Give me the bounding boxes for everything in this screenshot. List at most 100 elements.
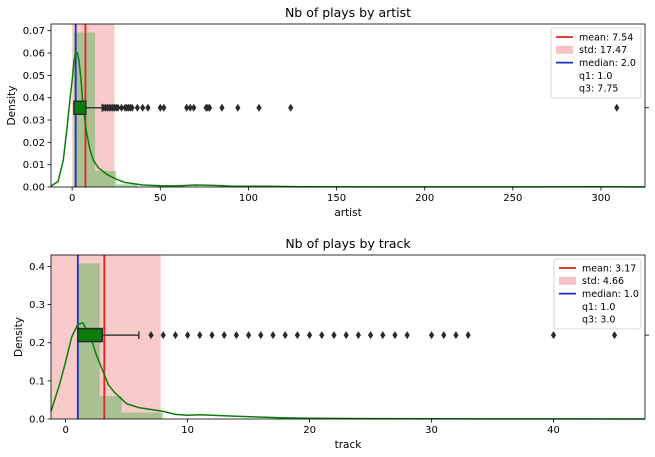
- y-tick-label: 0.2: [29, 338, 45, 349]
- outlier-point-4: [185, 331, 191, 340]
- y-tick-label: 0.07: [23, 26, 45, 37]
- x-tick-label: 30: [425, 425, 438, 436]
- outlier-point-26: [465, 331, 471, 340]
- kde-curve: [50, 322, 646, 420]
- outlier-point-17: [343, 331, 349, 340]
- outlier-point-21: [184, 103, 190, 112]
- outlier-point-22: [187, 103, 193, 112]
- x-tick-label: 100: [239, 193, 258, 204]
- plot-frame: [50, 254, 646, 420]
- outlier-point-3: [172, 331, 179, 340]
- outlier-point-19: [157, 103, 163, 112]
- legend-entry: q3: 7.75: [579, 84, 618, 95]
- outlier-point-10: [258, 331, 264, 340]
- outlier-point-25: [453, 331, 459, 340]
- legend-box: [553, 258, 642, 330]
- plot-frame: [50, 23, 646, 188]
- chart-title: Nb of plays by track: [285, 236, 411, 251]
- box-iqr: [77, 327, 103, 343]
- hist-bar-3: [116, 184, 138, 187]
- outlier-point-14: [306, 331, 313, 340]
- y-tick-label: 0.4: [29, 262, 45, 273]
- chart-panel-2: 0 10 20 30 40 0.0 0.1 0.2 0.3 0.4 Nb of plays by t…: [13, 236, 649, 451]
- x-tick-label: 300: [591, 193, 610, 204]
- y-tick-label: 0.05: [23, 71, 45, 82]
- x-tick-label: 200: [415, 193, 434, 204]
- outlier-point-11: [270, 331, 276, 340]
- outlier-point-18: [145, 103, 151, 112]
- y-tick-label: 0.02: [23, 138, 45, 149]
- outlier-point-19: [367, 331, 374, 340]
- outlier-point-9: [115, 103, 121, 112]
- outlier-point-15: [129, 103, 135, 112]
- kde-curve: [50, 50, 646, 188]
- outlier-point-2: [160, 331, 166, 340]
- y-tick-label: 0.06: [23, 49, 45, 60]
- legend-entry: q1: 1.0: [579, 71, 612, 82]
- legend-entry: median: 2.0: [579, 58, 636, 69]
- legend-entry: std: 4.66: [582, 276, 624, 287]
- outlier-point-16: [331, 331, 337, 340]
- x-tick-label: 40: [547, 425, 560, 436]
- outlier-point-15: [319, 331, 325, 340]
- outlier-point-20: [161, 103, 167, 112]
- y-tick-label: 0.03: [23, 116, 45, 127]
- x-axis-label: artist: [334, 207, 361, 219]
- outlier-point-28: [235, 103, 241, 112]
- chart-title: Nb of plays by artist: [285, 5, 411, 20]
- legend-entry: median: 1.0: [582, 289, 639, 300]
- legend-entry: q1: 1.0: [582, 302, 615, 313]
- y-axis-label: Density: [6, 86, 18, 126]
- std-band: [51, 255, 161, 419]
- outlier-point-16: [134, 103, 140, 112]
- legend: mean: 7.54 std: 17.47 median: 2.0 q1: 1.0 q3…: [550, 27, 642, 99]
- outlier-point-13: [294, 331, 300, 340]
- legend-std-swatch: [559, 276, 576, 285]
- outlier-point-6: [209, 331, 215, 340]
- outlier-point-7: [221, 331, 227, 340]
- hist-bar-3: [121, 412, 164, 419]
- chart-panel-1: 0 50 100 150 200 250 300 0.00 0.01 0.02 0.03 0.04 0.…: [6, 5, 649, 219]
- hist-bar-2: [95, 170, 117, 187]
- outlier-point-27: [219, 103, 225, 112]
- x-tick-label: 0: [62, 425, 68, 436]
- outlier-point-20: [380, 331, 386, 340]
- x-tick-label: 50: [154, 193, 167, 204]
- outlier-point-28: [611, 331, 618, 340]
- x-tick-label: 250: [503, 193, 522, 204]
- outlier-point-27: [550, 331, 557, 340]
- outlier-point-1: [148, 331, 154, 340]
- outlier-point-9: [245, 331, 252, 340]
- x-tick-label: 0: [69, 193, 75, 204]
- y-tick-label: 0.01: [23, 160, 45, 171]
- x-axis-label: track: [335, 439, 363, 451]
- y-tick-label: 0.04: [23, 93, 45, 104]
- outlier-point-8: [233, 331, 239, 340]
- box-iqr: [73, 100, 87, 115]
- legend-entry: mean: 7.54: [579, 32, 633, 43]
- x-tick-label: 20: [303, 425, 316, 436]
- outlier-point-10: [118, 103, 125, 112]
- outlier-point-24: [441, 331, 447, 340]
- outlier-point-21: [392, 331, 398, 340]
- legend-entry: std: 17.47: [579, 45, 627, 56]
- outlier-point-22: [404, 331, 410, 340]
- x-tick-label: 10: [181, 425, 194, 436]
- outlier-point-31: [614, 103, 620, 112]
- y-tick-label: 0.0: [29, 415, 45, 426]
- outlier-point-29: [256, 103, 262, 112]
- outlier-point-17: [140, 103, 146, 112]
- y-tick-label: 0.3: [29, 300, 45, 311]
- legend: mean: 3.17 std: 4.66 median: 1.0 q1: 1.0 q3:…: [553, 258, 642, 330]
- legend-entry: mean: 3.17: [582, 263, 636, 274]
- y-tick-label: 0.00: [23, 183, 45, 194]
- legend-box: [550, 27, 642, 99]
- x-tick-label: 150: [327, 193, 346, 204]
- legend-entry: q3: 3.0: [582, 315, 615, 326]
- hist-bar-2: [99, 396, 122, 419]
- outlier-point-26: [207, 103, 213, 112]
- y-tick-label: 0.1: [29, 376, 45, 387]
- outlier-point-12: [282, 331, 288, 340]
- outlier-point-30: [288, 103, 294, 112]
